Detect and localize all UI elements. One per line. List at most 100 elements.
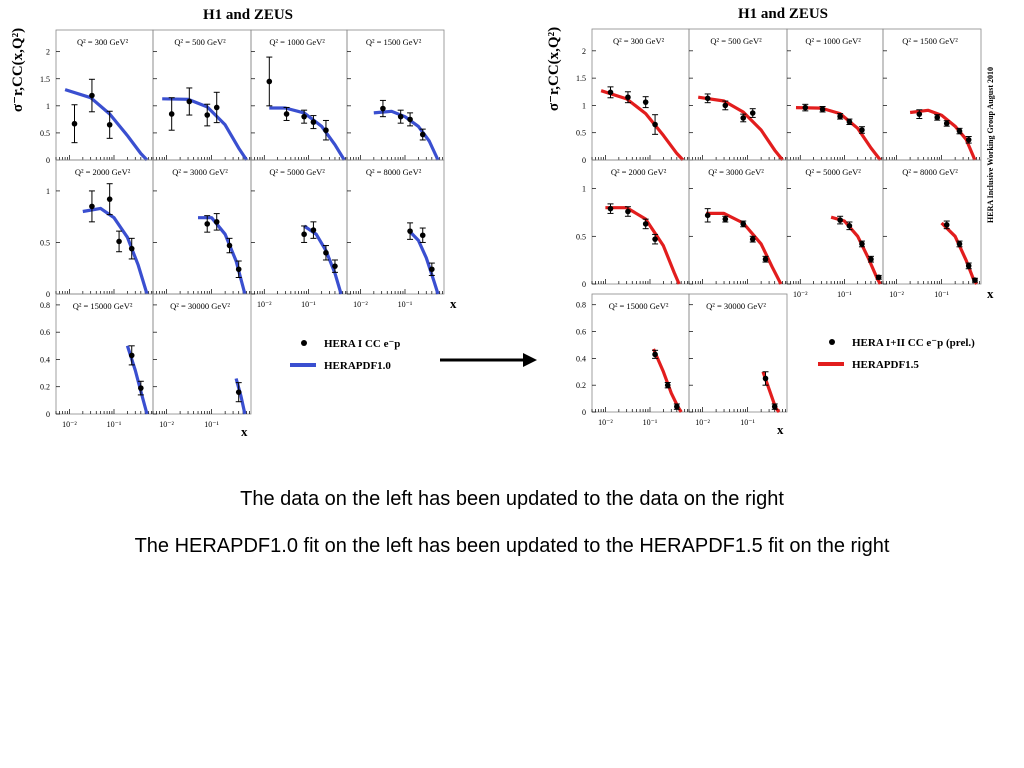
data-point: [266, 56, 273, 107]
data-point: [106, 183, 113, 216]
data-point: [310, 221, 317, 239]
x-axis-label: x: [241, 424, 248, 439]
panel-5: 0 0.5 1 Q² = 2000 GeV²: [40, 159, 154, 299]
fit-curve: [82, 206, 149, 295]
fit-curve: [697, 95, 784, 162]
chart-left: H1 and ZEUS σ⁻r,CC(x,Q²) 0 0.5 1 1.5 2 Q² = 300…: [10, 7, 457, 439]
x-tick-label: 10⁻²: [695, 418, 710, 427]
legend: HERA I CC e⁻p HERAPDF1.0: [290, 338, 400, 372]
working-group-label: HERA Inclusive Working Group August 2010: [986, 67, 995, 223]
data-point: [137, 380, 144, 396]
panel-10: 10⁻² 10⁻¹ Q² = 30000 GeV²: [688, 293, 788, 427]
y-tick-label: 0.2: [40, 383, 50, 392]
panel-8: 10⁻² 10⁻¹ Q² = 8000 GeV²: [346, 159, 445, 309]
data-point: [943, 120, 950, 127]
y-tick-label: 0.4: [576, 354, 586, 363]
y-axis-label: σ⁻r,CC(x,Q²): [546, 27, 562, 111]
data-point: [116, 230, 123, 253]
panel-3: Q² = 1000 GeV²: [250, 29, 348, 161]
q2-label: Q² = 15000 GeV²: [609, 301, 669, 311]
data-point: [956, 127, 963, 135]
x-tick-label: 10⁻¹: [301, 300, 316, 309]
y-tick-label: 0.4: [40, 355, 50, 364]
legend-entry-data: HERA I CC e⁻p: [324, 338, 400, 350]
q2-label: Q² = 2000 GeV²: [75, 167, 131, 177]
data-point: [642, 96, 649, 109]
y-axis-label: σ⁻r,CC(x,Q²): [10, 28, 26, 112]
panel-1: 0 0.5 1 1.5 2 Q² = 300 GeV²: [576, 28, 690, 165]
legend-marker-data: [829, 339, 835, 345]
data-point: [867, 255, 874, 263]
q2-label: Q² = 2000 GeV²: [611, 167, 667, 177]
x-tick-label: 10⁻¹: [740, 418, 755, 427]
q2-label: Q² = 5000 GeV²: [269, 167, 325, 177]
x-tick-label: 10⁻²: [598, 418, 613, 427]
panel-4: Q² = 1500 GeV²: [346, 29, 445, 161]
data-point: [652, 114, 659, 135]
q2-label: Q² = 1500 GeV²: [366, 37, 422, 47]
q2-label: Q² = 1000 GeV²: [269, 37, 325, 47]
data-point: [642, 218, 649, 230]
data-point: [607, 203, 614, 214]
fit-curve: [940, 221, 978, 285]
panel-5: 0 0.5 1 Q² = 2000 GeV²: [576, 159, 690, 289]
data-point: [168, 97, 175, 131]
panel-9: 0 0.2 0.4 0.6 0.8 10⁻² 10⁻¹ Q² = 15000 GeV²: [576, 293, 690, 427]
data-point: [331, 259, 338, 273]
data-point: [128, 345, 135, 366]
legend-entry-data: HERA I+II CC e⁻p (prel.): [852, 337, 975, 349]
data-point: [837, 215, 844, 225]
data-point: [837, 113, 844, 120]
data-point: [407, 222, 414, 240]
x-tick-label: 10⁻¹: [837, 290, 852, 299]
panel-3: Q² = 1000 GeV²: [786, 28, 884, 161]
q2-label: Q² = 15000 GeV²: [73, 301, 133, 311]
y-tick-label: 1.5: [40, 75, 50, 84]
x-tick-label: 10⁻²: [257, 300, 272, 309]
legend-entry-fit: HERAPDF1.0: [324, 360, 391, 372]
data-point: [397, 109, 404, 124]
data-point: [407, 112, 414, 127]
x-tick-label: 10⁻¹: [643, 418, 658, 427]
q2-label: Q² = 300 GeV²: [77, 37, 129, 47]
fit-curve: [234, 378, 247, 415]
fit-curve: [706, 211, 783, 285]
data-point: [762, 371, 769, 386]
fit-curve: [600, 89, 685, 162]
panel-7: 10⁻² 10⁻¹ Q² = 5000 GeV²: [250, 159, 348, 309]
y-tick-label: 0.5: [40, 238, 50, 247]
fit-curve: [162, 97, 248, 161]
y-tick-label: 0: [46, 290, 50, 299]
y-tick-label: 0.2: [576, 381, 586, 390]
data-point: [419, 128, 426, 141]
data-point: [875, 274, 882, 281]
q2-label: Q² = 8000 GeV²: [902, 167, 958, 177]
data-point: [664, 382, 671, 389]
legend-marker-data: [301, 340, 307, 346]
data-point: [428, 262, 435, 276]
chart-right: H1 and ZEUS σ⁻r,CC(x,Q²) 0 0.5 1 1.5 2 Q² = 300…: [546, 6, 995, 437]
data-point: [128, 237, 135, 260]
q2-label: Q² = 1500 GeV²: [902, 36, 958, 46]
data-point: [819, 106, 826, 113]
y-tick-label: 0.8: [40, 301, 50, 310]
fit-curve: [830, 215, 882, 285]
data-point: [235, 260, 242, 279]
data-point: [673, 403, 680, 410]
panel-1: 0 0.5 1 1.5 2 Q² = 300 GeV²: [40, 29, 154, 165]
x-tick-label: 10⁻¹: [107, 420, 122, 429]
panel-10: 10⁻² 10⁻¹ Q² = 30000 GeV²: [152, 293, 252, 429]
y-tick-label: 0.5: [40, 129, 50, 138]
fit-curve: [909, 108, 977, 161]
data-point: [965, 262, 972, 270]
q2-label: Q² = 500 GeV²: [710, 36, 762, 46]
data-point: [771, 403, 778, 410]
q2-label: Q² = 1000 GeV²: [805, 36, 861, 46]
panel-9: 0 0.2 0.4 0.6 0.8 10⁻² 10⁻¹ Q² = 15000 GeV²: [40, 293, 154, 429]
data-point: [213, 213, 220, 231]
x-tick-label: 10⁻²: [353, 300, 368, 309]
q2-label: Q² = 300 GeV²: [613, 36, 665, 46]
panel-2: Q² = 500 GeV²: [688, 28, 788, 162]
chart-title: H1 and ZEUS: [203, 7, 293, 23]
